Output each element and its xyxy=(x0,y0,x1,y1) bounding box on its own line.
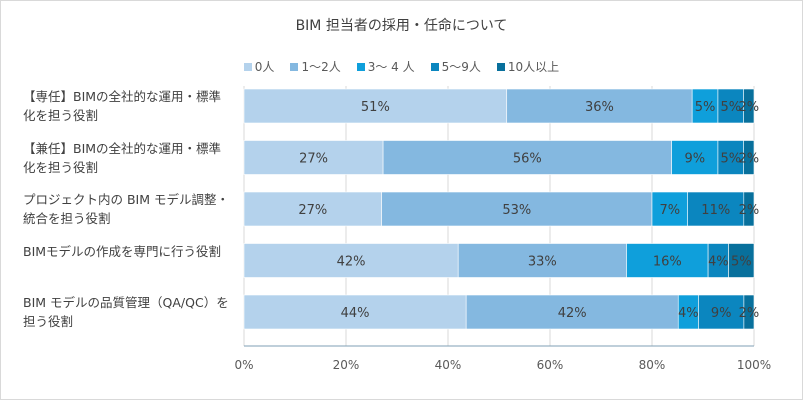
category-label: 【兼任】BIMの全社的な運用・標準化を担う役割 xyxy=(23,140,222,175)
data-label: 9% xyxy=(711,306,732,321)
data-label: 51% xyxy=(361,100,390,115)
bar-segment xyxy=(465,294,679,330)
legend-item: 0人 xyxy=(243,58,275,75)
legend-label: 1〜2人 xyxy=(301,60,341,74)
data-label: 36% xyxy=(585,100,614,115)
bar-segment xyxy=(243,294,467,330)
bar-segment xyxy=(506,88,693,124)
data-label: 27% xyxy=(299,152,328,167)
bar-segment xyxy=(698,294,745,330)
bar-segment xyxy=(691,88,719,124)
legend-swatch xyxy=(290,63,299,71)
x-tick-label: 0% xyxy=(234,358,253,372)
data-label: 5% xyxy=(721,100,742,115)
bar-segment xyxy=(717,140,744,175)
legend-label: 5〜9人 xyxy=(441,60,481,74)
data-label: 53% xyxy=(502,203,531,218)
category-label: 【専任】BIMの全社的な運用・標準化を担う役割 xyxy=(23,89,222,123)
legend-swatch xyxy=(243,63,252,71)
data-label: 2% xyxy=(739,306,760,321)
data-label: 5% xyxy=(695,100,716,115)
data-label: 2% xyxy=(739,100,760,115)
x-tick-label: 100% xyxy=(737,358,771,372)
data-label: 9% xyxy=(684,152,705,167)
x-tick-label: 80% xyxy=(639,358,666,372)
data-label: 4% xyxy=(708,255,729,270)
bar-segment xyxy=(743,88,755,124)
bar-segment xyxy=(457,243,627,278)
legend-item: 10人以上 xyxy=(496,58,560,75)
legend-item: 1〜2人 xyxy=(290,58,341,75)
x-tick-label: 40% xyxy=(435,358,462,372)
bar-segment xyxy=(671,140,719,175)
data-label: 5% xyxy=(731,255,752,270)
data-label: 2% xyxy=(739,152,760,167)
bar-segment xyxy=(717,88,744,124)
data-label: 7% xyxy=(660,203,681,218)
legend-swatch xyxy=(356,63,365,71)
bar-segment xyxy=(728,243,755,278)
data-label: 4% xyxy=(678,306,699,321)
data-label: 2% xyxy=(739,203,760,218)
legend-swatch xyxy=(496,63,505,71)
bar-segment xyxy=(382,140,672,175)
legend-item: 5〜9人 xyxy=(430,58,481,75)
data-label: 44% xyxy=(341,306,370,321)
legend-label: 3〜 4 人 xyxy=(367,60,415,74)
data-label: 27% xyxy=(298,203,327,218)
x-tick-label: 20% xyxy=(333,358,360,372)
category-label: プロジェクト内の BIM モデル調整・統合を担う役割 xyxy=(23,192,229,226)
data-label: 5% xyxy=(721,152,742,167)
bar-segment xyxy=(626,243,709,278)
legend-item: 3〜 4 人 xyxy=(356,58,415,75)
category-label: BIM モデルの品質管理（QA/QC）を担う役割 xyxy=(23,295,229,329)
chart-title: BIM 担当者の採用・任命について xyxy=(295,18,508,34)
bar-segment xyxy=(243,140,384,175)
legend-label: 0人 xyxy=(254,60,275,74)
bar-segment xyxy=(381,191,653,227)
data-label: 11% xyxy=(701,203,730,218)
data-label: 33% xyxy=(528,255,557,270)
x-tick-label: 60% xyxy=(537,358,564,372)
bar-segment xyxy=(687,191,745,227)
bar-segment xyxy=(243,243,459,278)
bar-segment xyxy=(743,191,755,227)
bar-segment xyxy=(243,88,508,124)
legend: 0人 1〜2人 3〜 4 人 5〜9人 10人以上 xyxy=(1,58,802,75)
bar-segment xyxy=(651,191,689,227)
legend-swatch xyxy=(430,63,439,71)
bar-segment xyxy=(243,191,382,227)
data-label: 42% xyxy=(337,255,366,270)
data-label: 16% xyxy=(653,255,682,270)
category-label: BIMモデルの作成を専門に行う役割 xyxy=(23,243,222,259)
data-label: 56% xyxy=(513,152,542,167)
data-label: 42% xyxy=(558,306,587,321)
bar-segment xyxy=(743,294,755,330)
legend-label: 10人以上 xyxy=(507,60,560,74)
bar-segment xyxy=(743,140,755,175)
